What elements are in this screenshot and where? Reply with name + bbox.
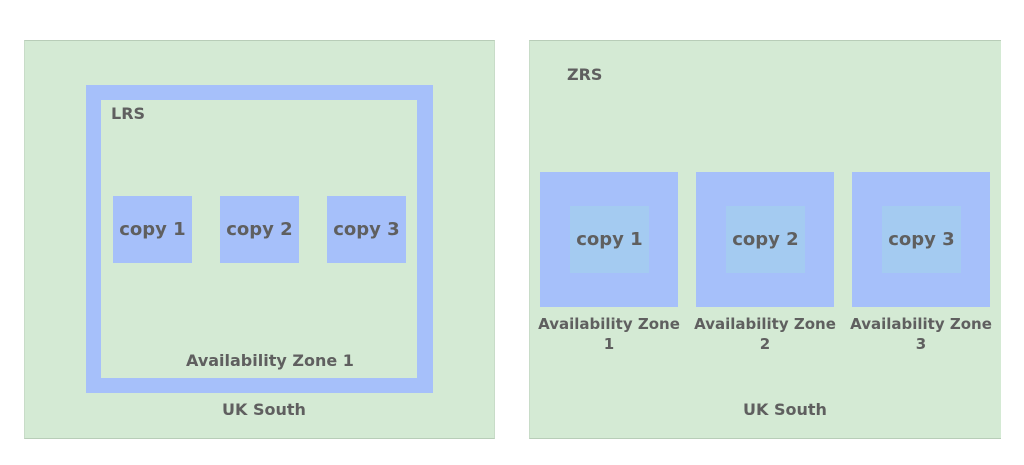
lrs-region-label: UK South: [222, 400, 306, 419]
zrs-title: ZRS: [567, 65, 603, 84]
lrs-title: LRS: [111, 104, 146, 123]
zrs-zone-1-label: Availability Zone 1: [538, 315, 680, 353]
lrs-zone-label: Availability Zone 1: [186, 351, 354, 370]
zrs-zone-3-label: Availability Zone 3: [850, 315, 992, 353]
zrs-zone-2-label: Availability Zone 2: [694, 315, 836, 353]
zrs-copy-2: copy 2: [726, 206, 805, 273]
zrs-region-label: UK South: [743, 400, 827, 419]
zrs-copy-1: copy 1: [570, 206, 649, 273]
lrs-copy-3: copy 3: [327, 196, 406, 263]
lrs-copy-2: copy 2: [220, 196, 299, 263]
zrs-copy-3: copy 3: [882, 206, 961, 273]
lrs-copy-1: copy 1: [113, 196, 192, 263]
